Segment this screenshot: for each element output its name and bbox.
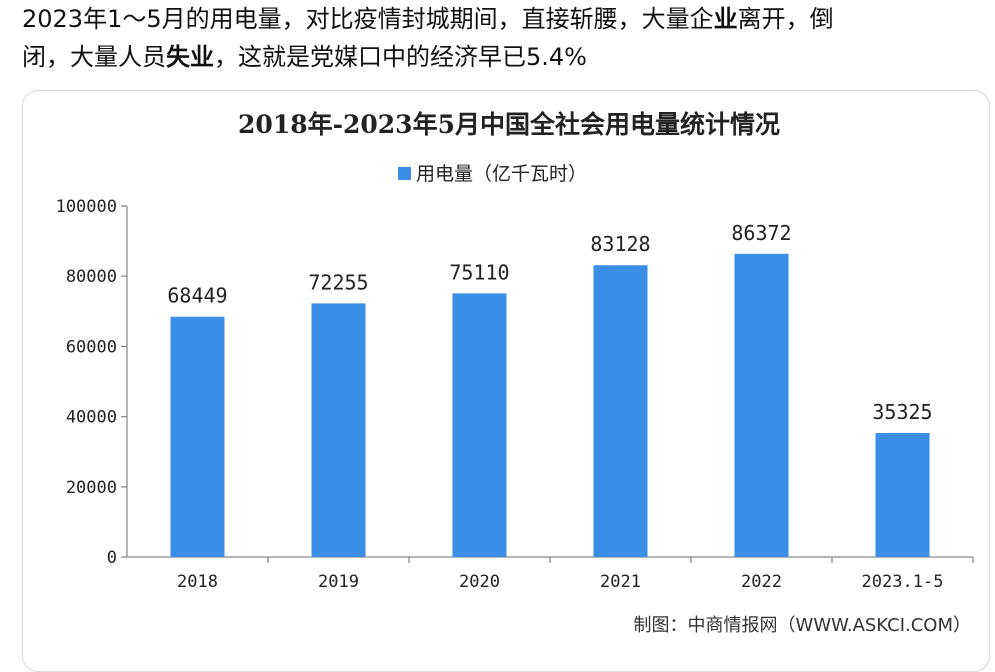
y-tick-label: 20000 <box>66 478 117 498</box>
post-line-1: 2023年1～5月的用电量，对比疫情封城期间，直接斩腰，大量企业离开，倒 <box>22 0 982 38</box>
bar <box>593 265 648 557</box>
bar-value-label: 35325 <box>872 400 932 424</box>
post-text: 2023年1～5月的用电量，对比疫情封城期间，直接斩腰，大量企业离开，倒 闭，大… <box>22 0 982 76</box>
y-tick-label: 80000 <box>66 267 117 287</box>
y-tick-label: 40000 <box>66 408 117 428</box>
x-tick-label: 2018 <box>177 572 218 592</box>
y-tick-label: 100000 <box>56 197 117 217</box>
x-tick-label: 2022 <box>741 572 782 592</box>
post-line-1-part-a: 2023年1～5月的用电量，对比疫情封城期间，直接斩腰，大量企 <box>22 5 714 33</box>
bar-value-label: 72255 <box>308 270 368 294</box>
bar-value-label: 83128 <box>590 232 650 256</box>
post-line-1-part-c: 离开，倒 <box>737 5 834 33</box>
x-tick-label: 2021 <box>600 572 641 592</box>
x-tick-label: 2019 <box>318 572 359 592</box>
post-line-1-bold: 业 <box>713 5 738 33</box>
chart-title: 2018年-2023年5月中国全社会用电量统计情况 <box>238 110 780 139</box>
bar <box>170 316 225 557</box>
bar-chart: 2018年-2023年5月中国全社会用电量统计情况 用电量（亿千瓦时） 0 200… <box>56 110 974 636</box>
chart-image-card[interactable]: 2018年-2023年5月中国全社会用电量统计情况 用电量（亿千瓦时） 0 200… <box>22 90 990 672</box>
bar <box>311 303 366 557</box>
post-line-2: 闭，大量人员失业，这就是党媒口中的经济早已5.4% <box>22 38 982 76</box>
bars: 68449 2018 72255 2019 75110 2020 83128 2021 8637… <box>167 221 974 592</box>
bar-value-label: 86372 <box>731 221 791 245</box>
x-tick-label: 2020 <box>459 572 500 592</box>
x-tick-label: 2023.1-5 <box>862 572 944 592</box>
bar-value-label: 75110 <box>449 260 509 284</box>
post-line-2-part-c: ，这就是党媒口中的经济早已5.4% <box>214 43 587 71</box>
legend-label: 用电量（亿千瓦时） <box>416 163 587 185</box>
y-tick-label: 0 <box>107 548 117 568</box>
post-line-2-part-a: 闭，大量人员 <box>22 43 166 71</box>
bar-value-label: 68449 <box>167 284 227 308</box>
bar <box>452 293 507 557</box>
chart-source: 制图：中商情报网（WWW.ASKCI.COM） <box>634 615 971 636</box>
bar <box>734 253 789 557</box>
y-tick-labels: 0 20000 40000 60000 80000 100000 <box>56 197 127 568</box>
bar <box>875 433 930 557</box>
post-line-2-bold: 失业 <box>166 43 214 71</box>
legend-swatch <box>398 167 411 180</box>
y-tick-label: 60000 <box>66 337 117 357</box>
